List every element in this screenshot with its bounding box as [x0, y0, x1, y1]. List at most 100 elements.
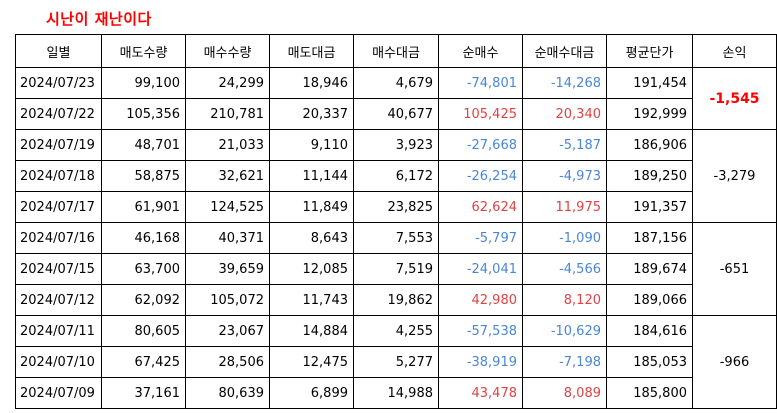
- net-buy-amt-cell: -4,566: [522, 253, 607, 285]
- net-buy-cell: -24,041: [438, 253, 523, 285]
- profit-loss-cell: -966: [692, 315, 777, 409]
- header-sell-qty: 매도수량: [101, 34, 186, 68]
- sell-amt-cell: 14,884: [269, 315, 354, 347]
- net-buy-amt-cell: 20,340: [522, 98, 607, 130]
- avg-price-cell: 184,616: [606, 315, 693, 347]
- header-row: 일별 매도수량 매수수량 매도대금 매수대금 순매수 순매수대금 평균단가 손익: [15, 34, 777, 68]
- buy-amt-cell: 4,679: [353, 67, 439, 99]
- net-buy-amt-cell: -4,973: [522, 160, 607, 192]
- trading-table: 일별 매도수량 매수수량 매도대금 매수대금 순매수 순매수대금 평균단가 손익…: [15, 34, 777, 409]
- header-date: 일별: [15, 34, 102, 68]
- sell-qty-cell: 37,161: [101, 377, 186, 409]
- buy-amt-cell: 19,862: [353, 284, 439, 316]
- sell-qty-cell: 99,100: [101, 67, 186, 99]
- table-row: 2024/07/12 62,092 105,072 11,743 19,862 42,98…: [15, 284, 777, 316]
- table-row: 2024/07/15 63,700 39,659 12,085 7,519 -24,041…: [15, 253, 777, 285]
- date-cell: 2024/07/15: [15, 253, 102, 285]
- net-buy-amt-cell: -10,629: [522, 315, 607, 347]
- sell-amt-cell: 11,849: [269, 191, 354, 223]
- avg-price-cell: 185,800: [606, 377, 693, 409]
- date-cell: 2024/07/19: [15, 129, 102, 161]
- sell-amt-cell: 12,475: [269, 346, 354, 378]
- table-row: 2024/07/18 58,875 32,621 11,144 6,172 -26,254…: [15, 160, 777, 192]
- sell-qty-cell: 105,356: [101, 98, 186, 130]
- table-row: 2024/07/19 48,701 21,033 9,110 3,923 -27,668-…: [15, 129, 777, 223]
- buy-qty-cell: 32,621: [185, 160, 270, 192]
- profit-loss-cell: -3,279: [692, 129, 777, 223]
- header-sell-amt: 매도대금: [269, 34, 354, 68]
- avg-price-cell: 186,906: [606, 129, 693, 161]
- net-buy-cell: -26,254: [438, 160, 523, 192]
- table-row: 2024/07/16 46,168 40,371 8,643 7,553 -5,797 -1…: [15, 222, 777, 316]
- profit-loss-value: -1,545: [709, 90, 760, 107]
- buy-qty-cell: 105,072: [185, 284, 270, 316]
- net-buy-amt-cell: 11,975: [522, 191, 607, 223]
- sell-amt-cell: 20,337: [269, 98, 354, 130]
- avg-price-cell: 189,250: [606, 160, 693, 192]
- sell-qty-cell: 67,425: [101, 346, 186, 378]
- profit-loss-cell: -1,545: [692, 67, 777, 130]
- date-cell: 2024/07/23: [15, 67, 102, 99]
- net-buy-amt-cell: 8,089: [522, 377, 607, 409]
- buy-amt-cell: 40,677: [353, 98, 439, 130]
- sell-qty-cell: 80,605: [101, 315, 186, 347]
- buy-qty-cell: 21,033: [185, 129, 270, 161]
- sell-amt-cell: 11,144: [269, 160, 354, 192]
- sell-qty-cell: 61,901: [101, 191, 186, 223]
- net-buy-cell: -57,538: [438, 315, 523, 347]
- sell-qty-cell: 46,168: [101, 222, 186, 254]
- net-buy-cell: 43,478: [438, 377, 523, 409]
- net-buy-cell: -27,668: [438, 129, 523, 161]
- profit-loss-value: -651: [719, 261, 750, 277]
- avg-price-cell: 189,066: [606, 284, 693, 316]
- buy-qty-cell: 39,659: [185, 253, 270, 285]
- buy-amt-cell: 7,519: [353, 253, 439, 285]
- sell-qty-cell: 63,700: [101, 253, 186, 285]
- buy-amt-cell: 14,988: [353, 377, 439, 409]
- header-net-buy-amt: 순매수대금: [522, 34, 607, 68]
- sell-amt-cell: 8,643: [269, 222, 354, 254]
- page-title: 시난이 재난이다: [46, 10, 152, 28]
- buy-qty-cell: 40,371: [185, 222, 270, 254]
- header-net-buy: 순매수: [438, 34, 523, 68]
- date-cell: 2024/07/17: [15, 191, 102, 223]
- table-row: 2024/07/11 80,605 23,067 14,884 4,255 -57,538…: [15, 315, 777, 409]
- table-row: 2024/07/09 37,161 80,639 6,899 14,988 43,478 8…: [15, 377, 777, 409]
- profit-loss-cell: -651: [692, 222, 777, 316]
- buy-qty-cell: 210,781: [185, 98, 270, 130]
- buy-amt-cell: 4,255: [353, 315, 439, 347]
- header-profit-loss: 손익: [692, 34, 777, 68]
- sell-amt-cell: 6,899: [269, 377, 354, 409]
- date-cell: 2024/07/12: [15, 284, 102, 316]
- net-buy-cell: -74,801: [438, 67, 523, 99]
- sell-amt-cell: 18,946: [269, 67, 354, 99]
- buy-amt-cell: 6,172: [353, 160, 439, 192]
- date-cell: 2024/07/16: [15, 222, 102, 254]
- avg-price-cell: 189,674: [606, 253, 693, 285]
- table-row: 2024/07/17 61,901 124,525 11,849 23,825 62,62…: [15, 191, 777, 223]
- net-buy-amt-cell: -14,268: [522, 67, 607, 99]
- date-cell: 2024/07/10: [15, 346, 102, 378]
- date-cell: 2024/07/09: [15, 377, 102, 409]
- date-cell: 2024/07/22: [15, 98, 102, 130]
- avg-price-cell: 192,999: [606, 98, 693, 130]
- sell-amt-cell: 11,743: [269, 284, 354, 316]
- buy-amt-cell: 23,825: [353, 191, 439, 223]
- table-row: 2024/07/22 105,356 210,781 20,337 40,677 105,…: [15, 98, 777, 130]
- net-buy-amt-cell: 8,120: [522, 284, 607, 316]
- sell-qty-cell: 48,701: [101, 129, 186, 161]
- profit-loss-value: -966: [719, 354, 750, 370]
- header-buy-amt: 매수대금: [353, 34, 439, 68]
- sell-qty-cell: 58,875: [101, 160, 186, 192]
- net-buy-cell: 42,980: [438, 284, 523, 316]
- net-buy-amt-cell: -1,090: [522, 222, 607, 254]
- net-buy-cell: 105,425: [438, 98, 523, 130]
- avg-price-cell: 187,156: [606, 222, 693, 254]
- buy-amt-cell: 3,923: [353, 129, 439, 161]
- buy-qty-cell: 28,506: [185, 346, 270, 378]
- net-buy-amt-cell: -7,198: [522, 346, 607, 378]
- buy-qty-cell: 80,639: [185, 377, 270, 409]
- net-buy-cell: 62,624: [438, 191, 523, 223]
- date-cell: 2024/07/11: [15, 315, 102, 347]
- net-buy-cell: -5,797: [438, 222, 523, 254]
